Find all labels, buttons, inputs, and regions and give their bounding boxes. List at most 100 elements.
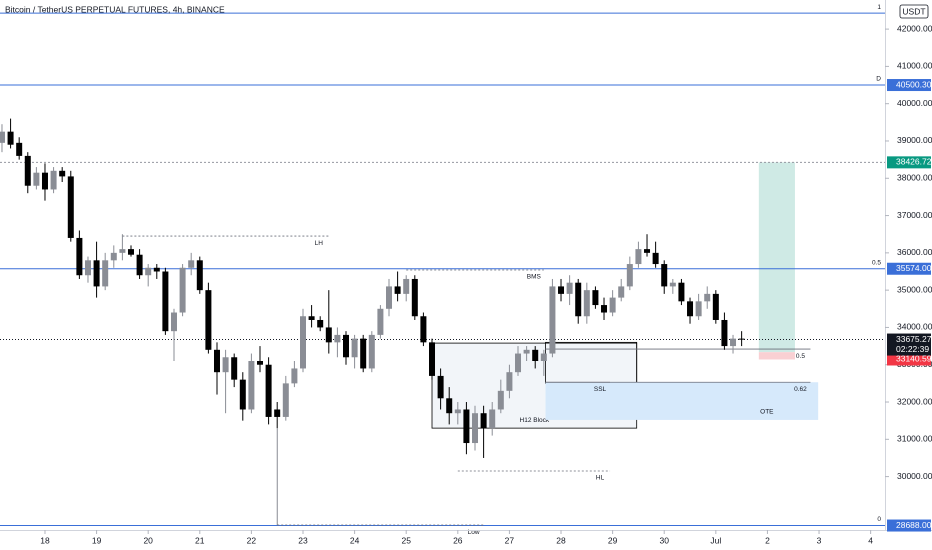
candle-body	[179, 267, 186, 313]
last-price-label: 33675.27	[896, 334, 932, 344]
candle-body	[523, 349, 530, 354]
candle-body	[566, 282, 573, 294]
y-tick-label: 40000.00	[897, 98, 932, 108]
candle-body	[489, 409, 496, 429]
candle-body	[41, 172, 48, 190]
candle-body	[592, 290, 599, 306]
candle-body	[377, 308, 384, 335]
annotation-label: 0.62	[794, 386, 807, 393]
candle-body	[472, 413, 479, 444]
candle-body	[282, 383, 289, 417]
zone-label: H12 Block	[520, 417, 550, 424]
candle-body	[618, 286, 625, 298]
candle-body	[317, 319, 324, 328]
y-tick-label: 31000.00	[897, 434, 932, 444]
candle-body	[721, 319, 728, 347]
candle-body	[429, 342, 436, 376]
candle-body	[196, 260, 203, 291]
candle-body	[446, 398, 453, 414]
last-price-badge	[887, 333, 931, 356]
price-badge-label: 33140.59	[896, 354, 932, 364]
x-tick-label: 18	[40, 535, 50, 545]
candle-body	[626, 264, 633, 287]
candle-body	[274, 409, 281, 417]
candle-body	[343, 334, 350, 358]
candle-body	[239, 379, 246, 410]
candle-body	[635, 249, 642, 265]
y-tick-label: 35000.00	[897, 284, 932, 294]
candle-body	[601, 305, 608, 313]
candle-body	[420, 316, 427, 343]
annotation-label: HL	[596, 475, 605, 482]
candle-body	[231, 357, 238, 380]
candle-body	[50, 170, 57, 190]
countdown: 02:22:39	[896, 344, 929, 354]
candle-body	[506, 372, 513, 391]
y-tick-label: 36000.00	[897, 247, 932, 257]
candle-body	[16, 142, 23, 156]
candle-body	[532, 349, 539, 361]
price-badge-label: 35574.00	[896, 263, 932, 273]
annotation-label: 0.5	[796, 353, 805, 360]
y-tick-label: 32000.00	[897, 396, 932, 406]
candle-body	[265, 364, 272, 417]
x-tick-label: 19	[92, 535, 102, 545]
candle-body	[136, 254, 143, 276]
candle-body	[695, 301, 702, 317]
candle-body	[394, 286, 401, 294]
level-tag: D	[876, 76, 881, 83]
y-tick-label: 39000.00	[897, 135, 932, 145]
currency[interactable]: USDT	[902, 6, 925, 16]
candle-body	[170, 312, 177, 332]
candle-body	[480, 413, 487, 429]
x-tick-label: 24	[350, 535, 360, 545]
candle-body	[248, 361, 255, 410]
x-tick-label: 29	[608, 535, 618, 545]
zone-label: OTE	[760, 409, 774, 416]
y-tick-label: 38000.00	[897, 173, 932, 183]
candle-body	[84, 260, 91, 276]
price-badge-label: 28688.00	[896, 520, 932, 530]
candle-body	[110, 252, 117, 261]
price-badge	[887, 353, 931, 366]
candle-body	[463, 409, 470, 444]
candle-body	[308, 316, 315, 320]
candle-body	[59, 170, 66, 177]
candle-body	[127, 249, 134, 255]
x-tick-label: 20	[143, 535, 153, 545]
x-tick-label: 22	[247, 535, 257, 545]
price-badge	[887, 519, 931, 532]
x-tick-label: 3	[817, 535, 822, 545]
candle-body	[162, 271, 169, 332]
y-tick-label: 34000.00	[897, 322, 932, 332]
candle-body	[24, 155, 31, 186]
zone	[758, 352, 795, 360]
annotation-label: Low	[468, 529, 480, 536]
price-badge	[887, 79, 931, 92]
candle-body	[669, 282, 676, 287]
candle-body	[644, 249, 651, 253]
price-badge-label: 38426.72	[896, 157, 932, 167]
candle-body	[704, 293, 711, 302]
currency-box[interactable]	[899, 4, 929, 19]
y-tick-label: 41000.00	[897, 61, 932, 71]
candle-body	[575, 282, 582, 317]
candle-body	[738, 338, 745, 340]
candle-body	[351, 338, 358, 358]
level-tag: 1	[877, 4, 881, 11]
price-badge	[887, 156, 931, 169]
candle-body	[145, 267, 152, 276]
candle-body	[334, 334, 341, 343]
candle-body	[360, 338, 367, 369]
chart-title: Bitcoin / TetherUS PERPETUAL FUTURES, 4h…	[5, 4, 225, 14]
candle-body	[222, 357, 229, 373]
candle-body	[515, 353, 522, 373]
candle-body	[558, 286, 565, 294]
candle-body	[403, 278, 410, 294]
candle-body	[119, 249, 126, 253]
x-tick-label: 21	[195, 535, 205, 545]
candle-body	[188, 260, 195, 268]
y-tick-label: 37000.00	[897, 210, 932, 220]
